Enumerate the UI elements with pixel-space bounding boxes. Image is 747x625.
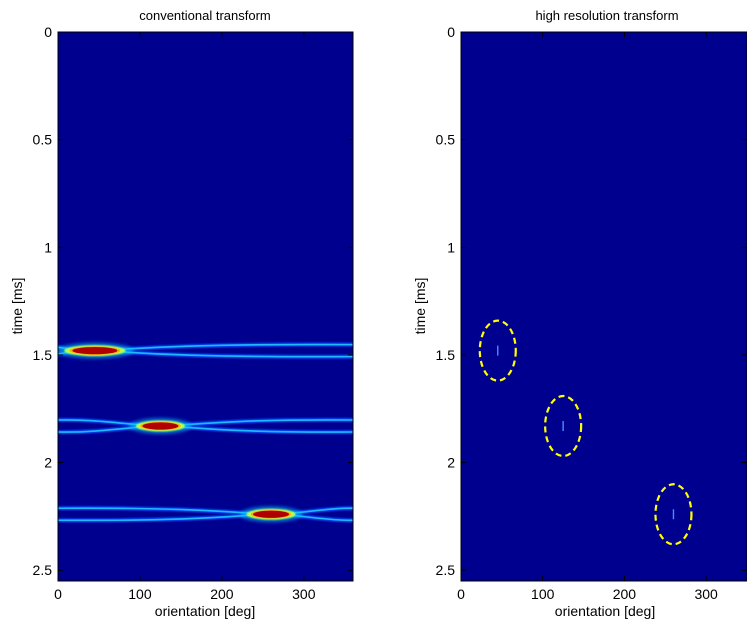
highlighted-point	[544, 394, 583, 458]
x-tick-label: 300	[694, 586, 718, 602]
right-xlabel: orientation [deg]	[555, 603, 655, 619]
peak-core	[142, 422, 179, 430]
right-ticks: 0 100 200 300 0 0.5 1 1.5 2 2.5	[436, 24, 747, 602]
right-ylabel: time [ms]	[412, 278, 428, 335]
x-tick-label: 0	[457, 586, 465, 602]
left-ticks: 0 100 200 300 0 0.5 1 1.5 2 2.5	[33, 24, 353, 602]
y-tick-label: 2	[44, 455, 52, 471]
y-tick-label: 0	[44, 24, 52, 40]
y-tick-label: 0.5	[436, 132, 456, 148]
left-panel: conventional transform 0 100 200 300 0 0.5 1 1.…	[9, 8, 354, 619]
left-xlabel: orientation [deg]	[155, 603, 255, 619]
x-tick-label: 200	[210, 586, 234, 602]
right-axes-box	[460, 31, 747, 582]
y-tick-label: 1	[447, 239, 455, 255]
right-title: high resolution transform	[535, 8, 678, 23]
right-plot-area	[461, 32, 747, 581]
highlight-ellipse	[478, 319, 517, 382]
x-tick-label: 100	[531, 586, 555, 602]
left-ylabel: time [ms]	[9, 278, 25, 335]
left-axes-box	[57, 31, 354, 582]
x-tick-label: 100	[128, 586, 152, 602]
left-title: conventional transform	[139, 8, 271, 23]
band	[58, 417, 353, 435]
highlighted-point	[478, 319, 517, 382]
y-tick-label: 1.5	[33, 347, 53, 363]
y-tick-label: 1	[44, 239, 52, 255]
y-tick-label: 2.5	[33, 562, 53, 578]
y-tick-label: 0	[447, 24, 455, 40]
peak-core	[253, 510, 290, 518]
right-panel: high resolution transform 0 100 200 300 0 0.5…	[412, 8, 747, 619]
y-tick-label: 0.5	[33, 132, 53, 148]
y-tick-label: 2.5	[436, 562, 456, 578]
y-tick-label: 2	[447, 455, 455, 471]
y-tick-label: 1.5	[436, 347, 456, 363]
highlight-ellipse	[654, 483, 693, 546]
x-tick-label: 300	[292, 586, 316, 602]
left-bands	[58, 342, 353, 523]
highlighted-point	[654, 483, 693, 546]
highlight-ellipse	[544, 394, 583, 458]
x-tick-label: 0	[54, 586, 62, 602]
x-tick-label: 200	[613, 586, 637, 602]
band	[58, 506, 353, 523]
left-plot-area	[58, 32, 353, 581]
band	[58, 342, 353, 359]
right-points	[478, 319, 693, 546]
peak-core	[72, 347, 118, 355]
